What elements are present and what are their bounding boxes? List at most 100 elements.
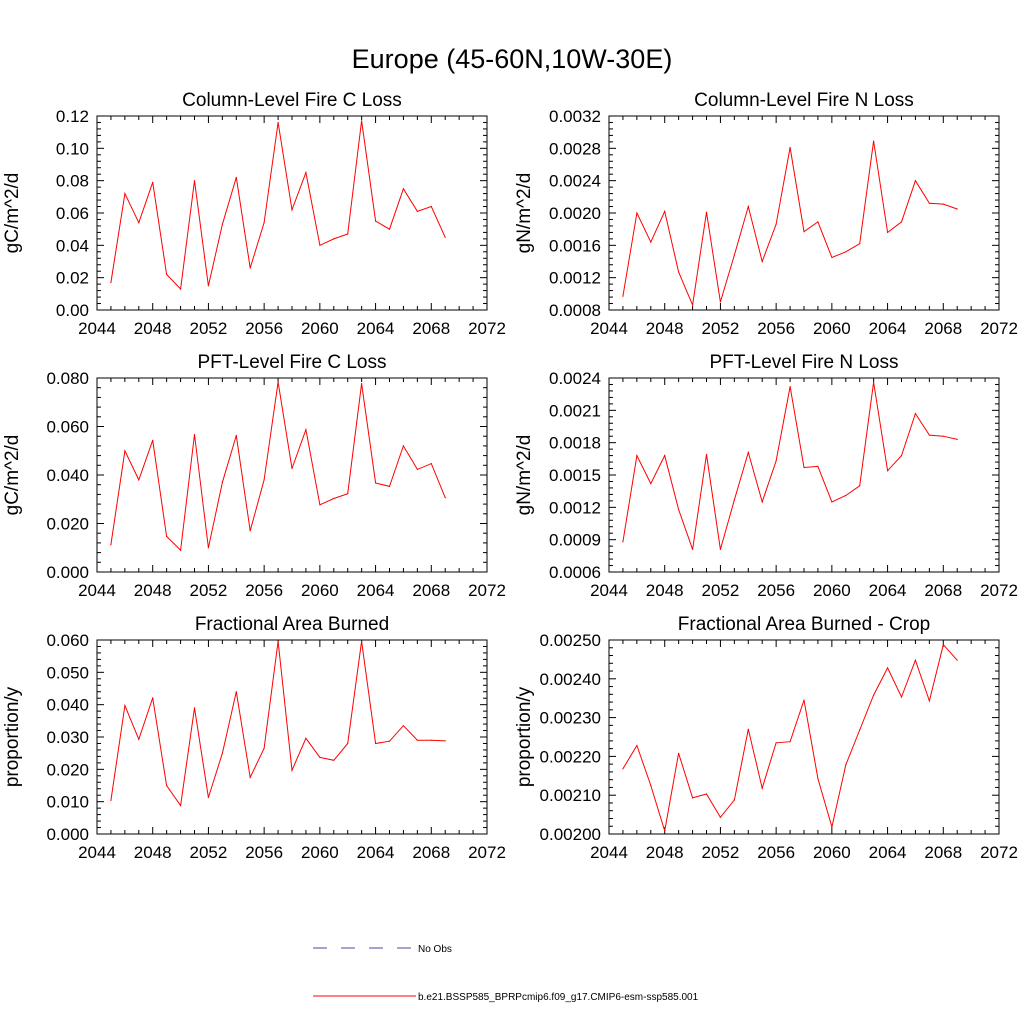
panel-title: Fractional Area Burned: [195, 614, 389, 635]
y-tick-label: 0.000: [46, 563, 89, 582]
data-point: [831, 826, 833, 828]
data-point: [803, 231, 805, 233]
data-point: [705, 453, 708, 456]
data-point: [775, 460, 777, 462]
data-point: [138, 479, 140, 481]
data-point: [388, 228, 391, 230]
x-tick-label: 2048: [646, 843, 684, 862]
data-point: [152, 439, 154, 441]
data-point: [719, 301, 722, 303]
plot-frame: [96, 639, 488, 835]
data-point: [678, 752, 680, 754]
panel-title: Column-Level Fire N Loss: [694, 90, 914, 111]
x-tick-label: 2044: [78, 319, 116, 338]
data-point: [747, 728, 749, 730]
data-point: [305, 429, 307, 431]
x-tick-label: 2072: [468, 843, 506, 862]
x-tick-label: 2044: [590, 581, 628, 600]
data-point: [430, 205, 432, 208]
data-point: [831, 256, 833, 259]
x-tick-label: 2068: [412, 843, 450, 862]
data-point: [430, 463, 432, 465]
data-point: [887, 470, 889, 472]
y-tick-label: 0.02: [56, 269, 89, 288]
x-tick-label: 2048: [646, 581, 684, 600]
x-tick-label: 2044: [590, 319, 628, 338]
data-point: [444, 236, 446, 238]
data-point: [207, 547, 209, 549]
y-tick-label: 0.0018: [549, 434, 601, 453]
data-point: [416, 739, 418, 741]
panel-title: PFT-Level Fire C Loss: [198, 352, 387, 373]
y-axis-label: gC/m^2/d: [2, 173, 23, 254]
y-axis-label: gC/m^2/d: [2, 435, 23, 516]
data-point: [956, 659, 958, 661]
data-point: [914, 180, 917, 182]
data-point: [873, 140, 875, 142]
x-tick-label: 2048: [646, 319, 684, 338]
data-point: [388, 740, 391, 742]
data-point: [956, 438, 958, 440]
x-tick-label: 2052: [702, 843, 740, 862]
data-point: [664, 455, 666, 457]
data-point: [402, 445, 404, 447]
series-line: [110, 641, 446, 807]
x-tick-label: 2060: [813, 319, 851, 338]
data-point: [110, 281, 112, 284]
data-point: [817, 777, 819, 780]
panel-column-level-fire-n-loss: Column-Level Fire N Loss 2044 2048 2052 2056…: [514, 90, 1018, 338]
data-point: [622, 295, 624, 297]
data-point: [180, 549, 182, 551]
y-tick-label: 0.0020: [549, 204, 601, 223]
y-tick-label: 0.00210: [540, 786, 601, 805]
legend-label-no-obs: No Obs: [418, 944, 452, 955]
data-point: [333, 238, 335, 240]
data-point: [180, 288, 182, 290]
data-point: [249, 530, 251, 532]
x-tick-label: 2056: [757, 581, 795, 600]
panel-title: Column-Level Fire C Loss: [182, 90, 402, 111]
data-point: [928, 202, 931, 204]
x-tick-label: 2064: [357, 843, 395, 862]
data-point: [733, 799, 736, 801]
data-point: [124, 193, 126, 195]
data-point: [291, 769, 293, 771]
data-point: [305, 172, 307, 174]
panel-pft-level-fire-n-loss: PFT-Level Fire N Loss 2044 2048 2052 2056 206…: [514, 352, 1018, 600]
y-tick-label: 0.020: [46, 515, 89, 534]
x-tick-label: 2072: [980, 319, 1018, 338]
y-tick-label: 0.0012: [549, 498, 601, 517]
data-point: [124, 705, 126, 707]
y-tick-label: 0.030: [46, 728, 89, 747]
data-point: [152, 697, 154, 699]
data-point: [416, 210, 418, 212]
y-tick-label: 0.00200: [540, 825, 601, 844]
data-point: [761, 501, 763, 503]
data-point: [221, 223, 223, 225]
series-line: [622, 643, 958, 832]
data-point: [900, 455, 903, 457]
data-point: [692, 304, 694, 306]
y-tick-label: 0.08: [56, 172, 89, 191]
data-point: [166, 535, 168, 538]
x-tick-label: 2072: [468, 319, 506, 338]
x-tick-label: 2060: [813, 843, 851, 862]
data-point: [166, 784, 168, 787]
data-point: [235, 176, 237, 178]
x-tick-label: 2048: [134, 319, 172, 338]
series-line: [622, 141, 958, 307]
x-tick-label: 2056: [757, 319, 795, 338]
data-point: [375, 220, 377, 222]
x-tick-label: 2064: [357, 319, 395, 338]
x-tick-label: 2052: [702, 319, 740, 338]
data-point: [277, 381, 279, 383]
y-tick-label: 0.10: [56, 139, 89, 158]
x-tick-label: 2048: [134, 843, 172, 862]
x-tick-label: 2060: [813, 581, 851, 600]
x-tick-label: 2052: [190, 319, 228, 338]
data-point: [263, 747, 265, 749]
plot-frame: [96, 377, 488, 573]
data-point: [138, 738, 140, 740]
data-point: [942, 644, 944, 646]
